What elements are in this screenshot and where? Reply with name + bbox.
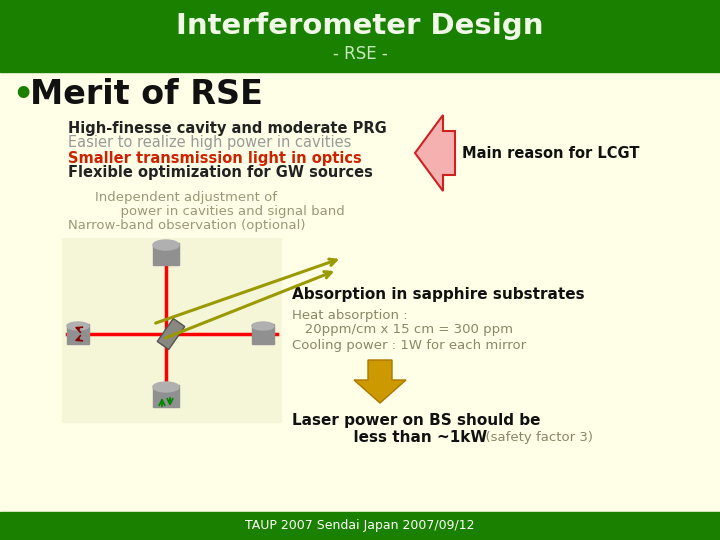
Bar — [67, 324, 89, 344]
Bar — [153, 385, 179, 407]
Text: Absorption in sapphire substrates: Absorption in sapphire substrates — [292, 287, 585, 302]
Ellipse shape — [153, 240, 179, 250]
Text: Cooling power : 1W for each mirror: Cooling power : 1W for each mirror — [292, 339, 526, 352]
Text: Narrow-band observation (optional): Narrow-band observation (optional) — [68, 219, 305, 233]
Polygon shape — [157, 319, 185, 349]
Text: TAUP 2007 Sendai Japan 2007/09/12: TAUP 2007 Sendai Japan 2007/09/12 — [246, 519, 474, 532]
Text: Interferometer Design: Interferometer Design — [176, 12, 544, 40]
Ellipse shape — [67, 322, 89, 330]
Text: (safety factor 3): (safety factor 3) — [477, 431, 593, 444]
Text: Merit of RSE: Merit of RSE — [30, 78, 263, 111]
Text: Main reason for LCGT: Main reason for LCGT — [462, 145, 639, 160]
Ellipse shape — [252, 322, 274, 330]
Text: Heat absorption :: Heat absorption : — [292, 308, 408, 321]
Bar — [0, 72, 720, 512]
Text: - RSE -: - RSE - — [333, 45, 387, 63]
Text: •: • — [12, 78, 33, 111]
Bar — [153, 243, 179, 265]
Text: Independent adjustment of: Independent adjustment of — [95, 192, 277, 205]
Polygon shape — [415, 115, 455, 191]
Text: power in cavities and signal band: power in cavities and signal band — [95, 206, 345, 219]
Polygon shape — [354, 360, 406, 403]
Bar — [0, 512, 720, 540]
Text: High-finesse cavity and moderate PRG: High-finesse cavity and moderate PRG — [68, 120, 387, 136]
Bar — [252, 324, 274, 344]
Text: 20ppm/cm x 15 cm = 300 ppm: 20ppm/cm x 15 cm = 300 ppm — [292, 323, 513, 336]
Text: Smaller transmission light in optics: Smaller transmission light in optics — [68, 151, 361, 165]
Text: Easier to realize high power in cavities: Easier to realize high power in cavities — [68, 136, 351, 151]
Ellipse shape — [153, 382, 179, 392]
Text: less than ~1kW: less than ~1kW — [322, 430, 487, 445]
Text: Flexible optimization for GW sources: Flexible optimization for GW sources — [68, 165, 373, 180]
Text: Laser power on BS should be: Laser power on BS should be — [292, 413, 541, 428]
Bar — [0, 0, 720, 72]
Bar — [62, 238, 282, 423]
